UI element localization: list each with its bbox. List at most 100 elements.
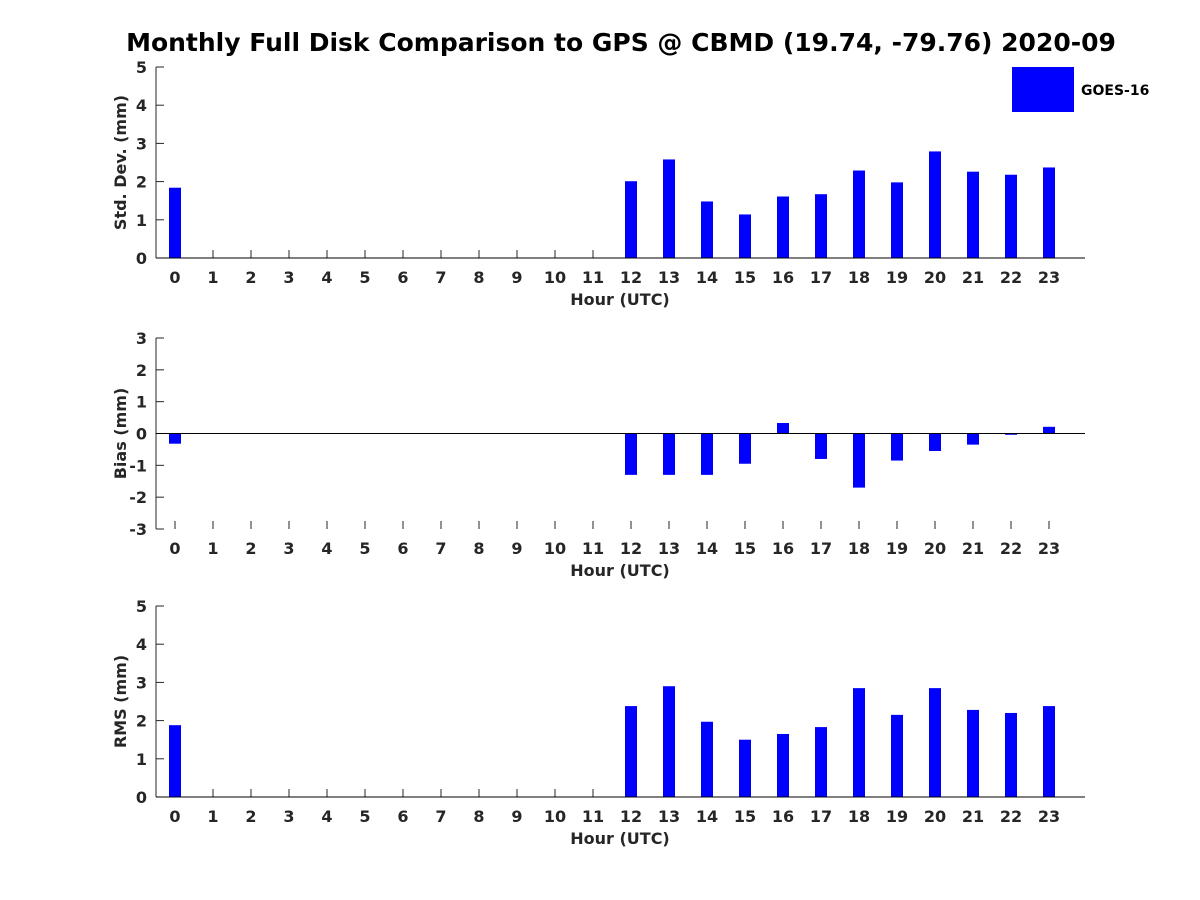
bar [929, 688, 941, 797]
x-tick-label: 3 [283, 539, 294, 558]
x-tick-label: 8 [473, 807, 484, 826]
x-tick-label: 21 [962, 539, 984, 558]
x-tick-label: 10 [544, 539, 566, 558]
y-axis-label: Bias (mm) [111, 388, 130, 480]
x-tick-label: 7 [435, 807, 446, 826]
x-tick-label: 17 [810, 539, 832, 558]
bar [891, 182, 903, 258]
bar [853, 170, 865, 258]
x-tick-label: 14 [696, 268, 718, 287]
bar [777, 196, 789, 258]
bar [739, 433, 751, 464]
bar [967, 171, 979, 258]
x-tick-label: 10 [544, 268, 566, 287]
x-tick-label: 18 [848, 807, 870, 826]
x-tick-label: 0 [169, 807, 180, 826]
x-tick-label: 16 [772, 807, 794, 826]
bar [701, 721, 713, 797]
bar [1043, 426, 1055, 434]
bar [1005, 712, 1017, 797]
bar [1043, 167, 1055, 258]
x-tick-label: 22 [1000, 268, 1022, 287]
y-tick-label: 2 [136, 712, 147, 731]
x-tick-label: 15 [734, 807, 756, 826]
x-tick-label: 16 [772, 268, 794, 287]
x-tick-label: 17 [810, 807, 832, 826]
bar [663, 433, 675, 475]
y-tick-label: 1 [136, 211, 147, 230]
x-tick-label: 12 [620, 807, 642, 826]
x-tick-label: 7 [435, 268, 446, 287]
x-tick-label: 9 [511, 807, 522, 826]
bar [625, 433, 637, 475]
x-tick-label: 5 [359, 539, 370, 558]
bar [1005, 174, 1017, 258]
x-tick-label: 9 [511, 268, 522, 287]
y-tick-label: -3 [129, 520, 147, 539]
bar [739, 739, 751, 797]
x-tick-label: 12 [620, 268, 642, 287]
chart-title: Monthly Full Disk Comparison to GPS @ CB… [126, 28, 1116, 57]
x-tick-label: 18 [848, 268, 870, 287]
bar [701, 433, 713, 475]
bar [967, 433, 979, 445]
y-tick-label: 0 [136, 249, 147, 268]
x-tick-label: 20 [924, 807, 946, 826]
x-tick-label: 7 [435, 539, 446, 558]
x-axis-label: Hour (UTC) [570, 829, 670, 848]
x-tick-label: 5 [359, 268, 370, 287]
x-tick-label: 21 [962, 268, 984, 287]
x-tick-label: 12 [620, 539, 642, 558]
x-tick-label: 16 [772, 539, 794, 558]
bar [891, 714, 903, 797]
bar [663, 159, 675, 258]
x-tick-label: 11 [582, 539, 604, 558]
x-tick-label: 2 [245, 539, 256, 558]
bar [1005, 433, 1017, 435]
bar [929, 433, 941, 452]
x-tick-label: 13 [658, 807, 680, 826]
x-tick-label: 1 [207, 807, 218, 826]
x-tick-label: 19 [886, 268, 908, 287]
bar [1043, 706, 1055, 797]
bar [169, 725, 181, 797]
x-tick-label: 21 [962, 807, 984, 826]
y-tick-label: 0 [136, 425, 147, 444]
x-tick-label: 23 [1038, 268, 1060, 287]
bar [815, 194, 827, 258]
x-tick-label: 2 [245, 268, 256, 287]
bar [891, 433, 903, 461]
bar [701, 201, 713, 258]
x-tick-label: 0 [169, 268, 180, 287]
x-tick-label: 8 [473, 539, 484, 558]
x-tick-label: 23 [1038, 807, 1060, 826]
x-tick-label: 13 [658, 268, 680, 287]
bar [169, 187, 181, 258]
x-tick-label: 22 [1000, 539, 1022, 558]
x-tick-label: 15 [734, 539, 756, 558]
x-tick-label: 14 [696, 539, 718, 558]
x-tick-label: 10 [544, 807, 566, 826]
bar [739, 214, 751, 258]
x-tick-label: 19 [886, 539, 908, 558]
y-tick-label: 0 [136, 788, 147, 807]
x-tick-label: 0 [169, 539, 180, 558]
y-tick-label: 1 [136, 393, 147, 412]
bar [929, 151, 941, 258]
y-tick-label: -1 [129, 456, 147, 475]
x-tick-label: 2 [245, 807, 256, 826]
y-tick-label: -2 [129, 488, 147, 507]
x-axis-label: Hour (UTC) [570, 561, 670, 580]
bar [625, 181, 637, 258]
bar [777, 422, 789, 434]
x-tick-label: 20 [924, 539, 946, 558]
x-tick-label: 6 [397, 539, 408, 558]
x-tick-label: 18 [848, 539, 870, 558]
y-tick-label: 1 [136, 750, 147, 769]
x-tick-label: 1 [207, 539, 218, 558]
